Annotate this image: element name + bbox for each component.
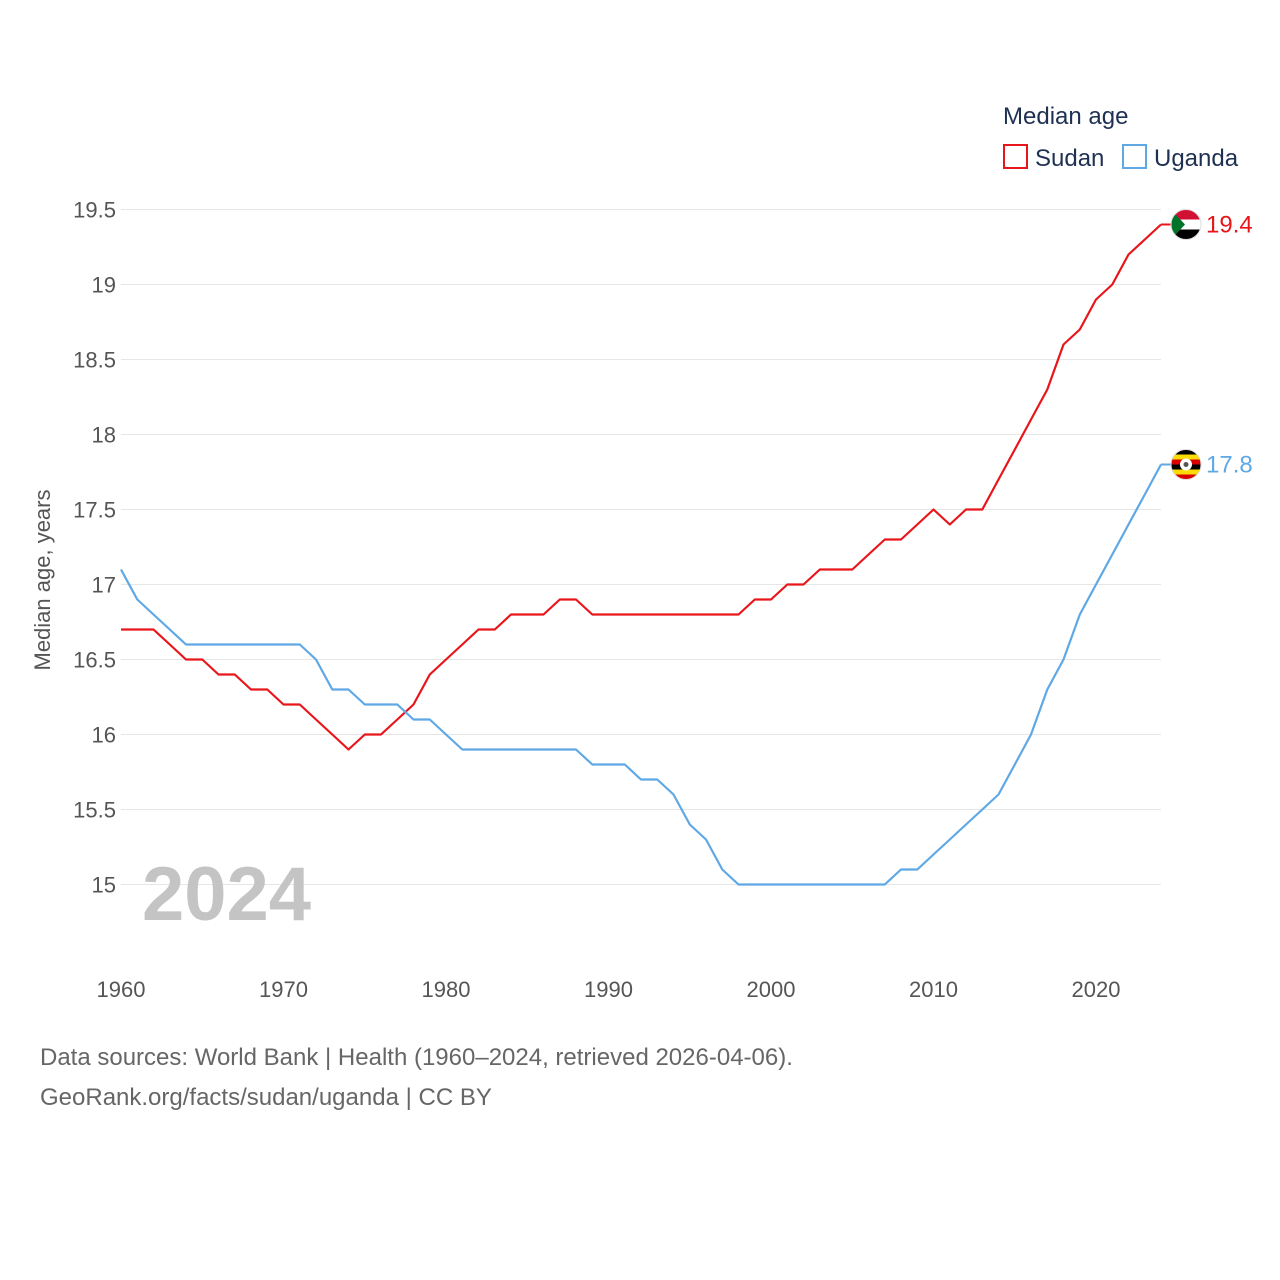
y-tick-label: 19 (92, 273, 116, 298)
year-watermark: 2024 (142, 852, 311, 937)
attribution-note: GeoRank.org/facts/sudan/uganda | CC BY (40, 1084, 492, 1111)
legend: Median age Sudan Uganda (1003, 103, 1239, 172)
x-axis-ticks: 1960 1970 1980 1990 2000 2010 2020 (97, 977, 1121, 1002)
y-tick-label: 15.5 (73, 798, 116, 823)
legend-swatch (1122, 144, 1147, 169)
y-tick-label: 19.5 (73, 198, 116, 223)
x-tick-label: 1980 (422, 977, 471, 1002)
series-line-uganda (120, 463, 1162, 886)
legend-item-uganda: Uganda (1122, 144, 1239, 172)
y-tick-label: 16 (92, 723, 116, 748)
y-axis-ticks: 15 15.5 16 16.5 17 17.5 18 18.5 19 19.5 (73, 198, 116, 898)
end-value-label: 17.8 (1206, 452, 1253, 479)
y-axis-title: Median age, years (30, 490, 55, 671)
legend-item-sudan: Sudan (1003, 144, 1104, 172)
uganda-flag-icon (1170, 449, 1202, 480)
y-tick-label: 17 (92, 573, 116, 598)
series-lines (120, 223, 1162, 886)
x-tick-label: 1960 (97, 977, 146, 1002)
x-tick-label: 1990 (584, 977, 633, 1002)
series-line-sudan (121, 223, 1162, 751)
y-tick-label: 16.5 (73, 648, 116, 673)
end-value-label: 19.4 (1206, 212, 1253, 239)
data-source-note: Data sources: World Bank | Health (1960–… (40, 1044, 793, 1071)
x-tick-label: 2010 (909, 977, 958, 1002)
x-tick-label: 1970 (259, 977, 308, 1002)
gridlines (121, 209, 1161, 885)
series-end-markers: 19.4 17.8 (1161, 209, 1253, 480)
x-tick-label: 2000 (747, 977, 796, 1002)
sudan-flag-icon (1170, 209, 1202, 240)
legend-title: Median age (1003, 103, 1128, 130)
y-tick-label: 17.5 (73, 498, 116, 523)
y-tick-label: 15 (92, 873, 116, 898)
y-tick-label: 18 (92, 423, 116, 448)
legend-label: Sudan (1035, 145, 1104, 172)
legend-label: Uganda (1154, 145, 1239, 172)
legend-swatch (1003, 144, 1028, 169)
x-tick-label: 2020 (1072, 977, 1121, 1002)
y-tick-label: 18.5 (73, 348, 116, 373)
